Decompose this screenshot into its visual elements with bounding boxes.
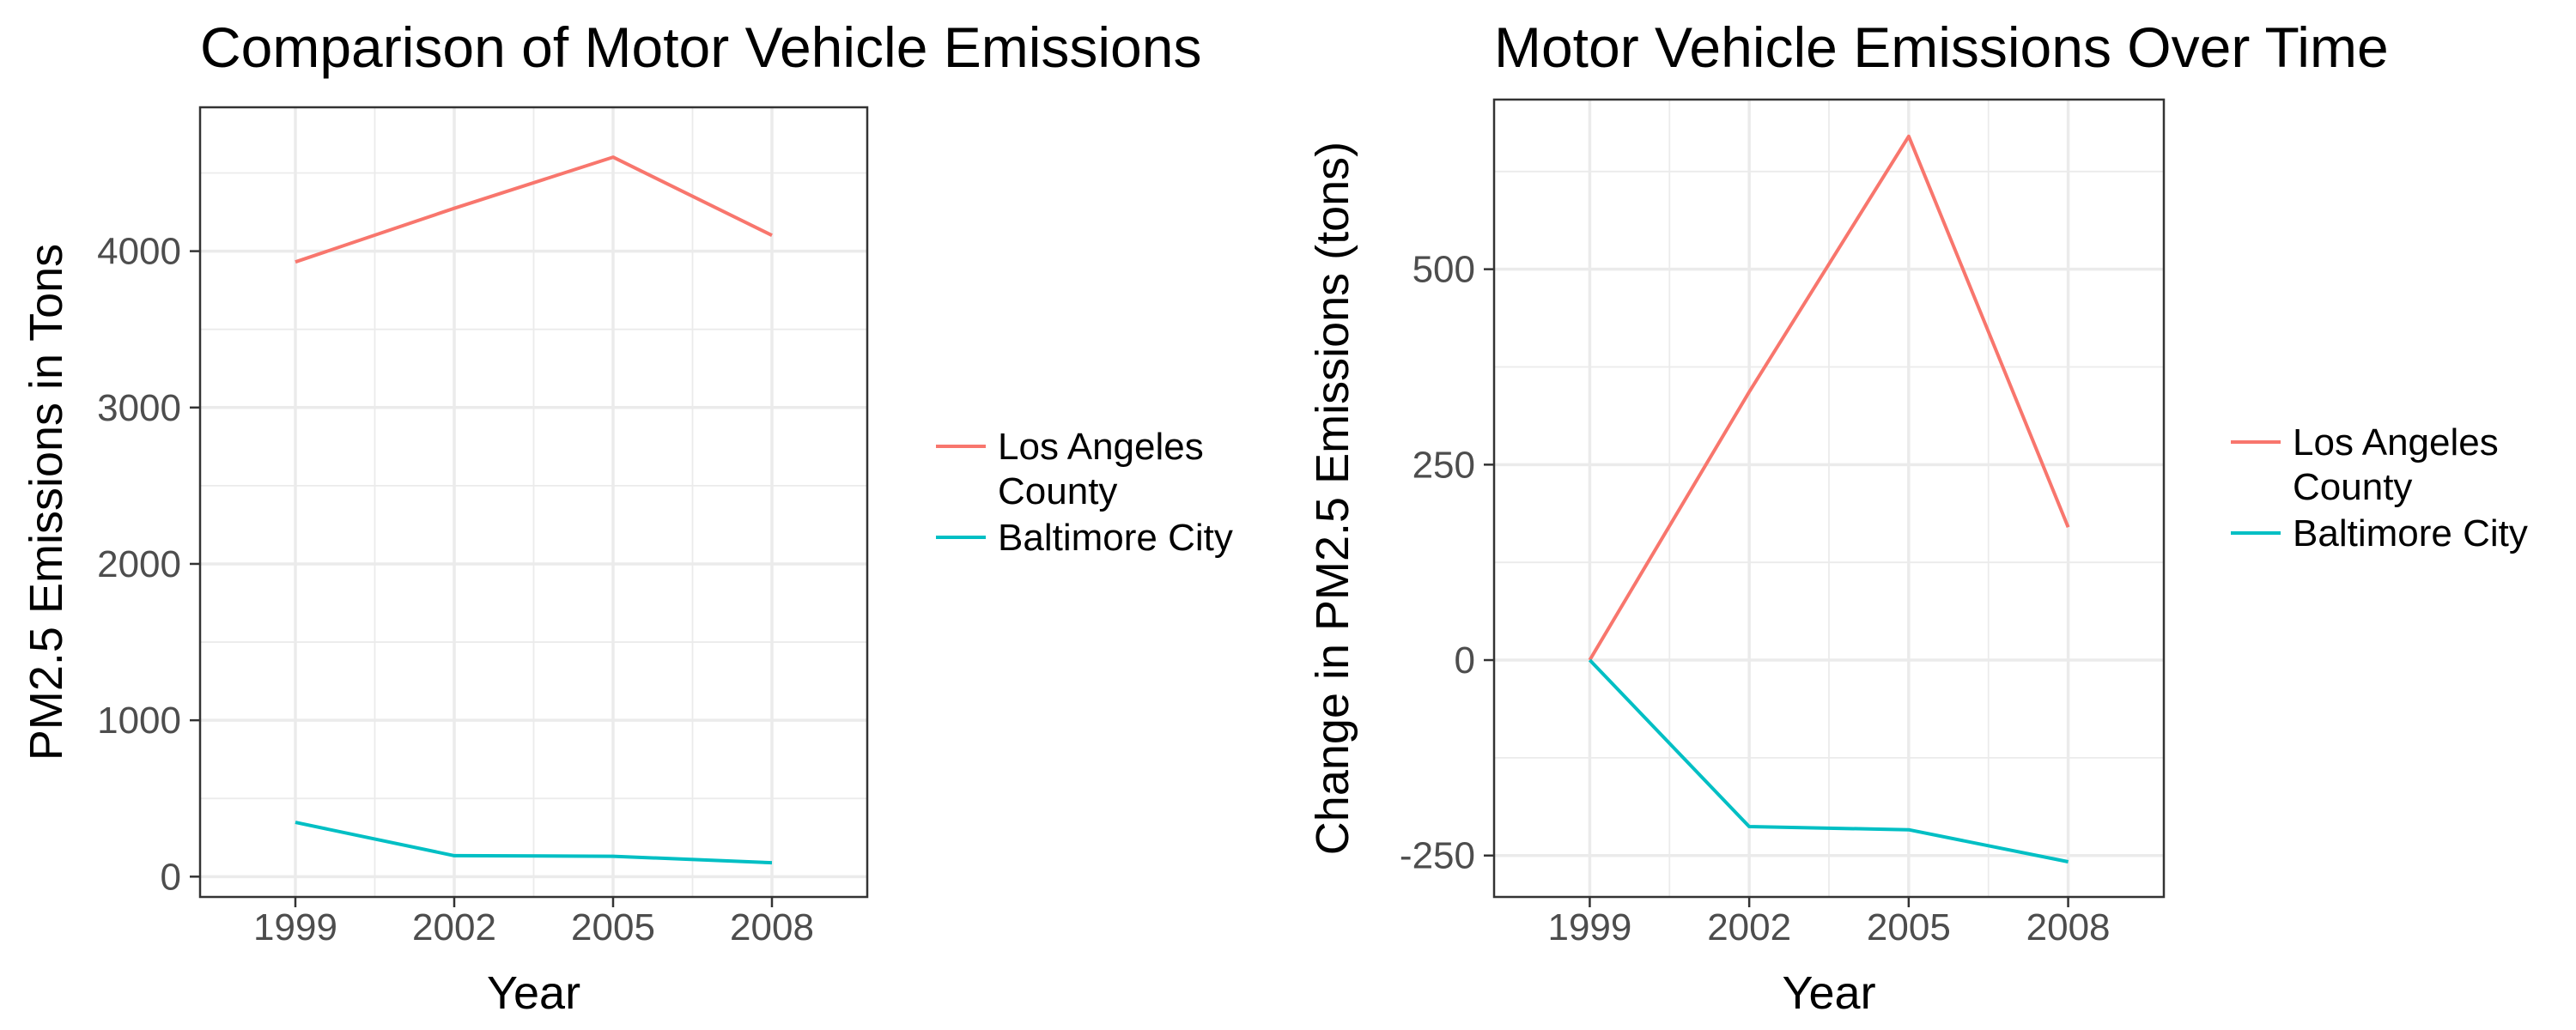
- x-tick-label: 2008: [730, 906, 814, 948]
- series-line-los-angeles: [295, 155, 773, 264]
- series-line-baltimore: [1588, 658, 2069, 863]
- y-tick-label: 3000: [97, 387, 181, 429]
- series-line-los-angeles: [1588, 134, 2070, 662]
- chart-1: Comparison of Motor Vehicle Emissions 0 10…: [21, 15, 1233, 1019]
- legend-label: Baltimore City: [2293, 512, 2528, 554]
- x-tick-label: 2002: [1707, 906, 1791, 948]
- legend-label: Baltimore City: [998, 517, 1233, 559]
- y-tick-label: -250: [1400, 835, 1475, 877]
- y-tick-label: 500: [1413, 249, 1475, 291]
- legend-label: Los Angeles: [2293, 421, 2499, 464]
- x-tick-label: 1999: [253, 906, 337, 948]
- chart-title: Motor Vehicle Emissions Over Time: [1494, 15, 2389, 79]
- plot-panel-border: [198, 106, 869, 899]
- y-axis-title: PM2.5 Emissions in Tons: [21, 244, 72, 760]
- x-tick-label: 1999: [1547, 906, 1631, 948]
- x-axis-title: Year: [487, 967, 580, 1019]
- x-axis-title: Year: [1782, 967, 1875, 1019]
- legend-label: County: [998, 470, 1117, 512]
- legend-label: County: [2293, 466, 2412, 508]
- y-tick-label: 1000: [97, 700, 181, 742]
- chart-title: Comparison of Motor Vehicle Emissions: [200, 15, 1201, 79]
- y-tick-label: 0: [161, 856, 181, 898]
- chart-2: Motor Vehicle Emissions Over Time -250 0 25…: [1307, 15, 2528, 1019]
- x-tick-label: 2008: [2026, 906, 2111, 948]
- y-tick-label: 250: [1413, 444, 1475, 486]
- y-tick-label: 4000: [97, 231, 181, 273]
- plot-panel-border: [1492, 98, 2166, 899]
- series-line-baltimore: [295, 821, 773, 865]
- y-tick-label: 2000: [97, 543, 181, 585]
- x-tick-label: 2002: [412, 906, 496, 948]
- x-tick-label: 2005: [1867, 906, 1951, 948]
- legend-label: Los Angeles: [998, 426, 1204, 468]
- y-tick-label: 0: [1455, 639, 1475, 682]
- x-tick-label: 2005: [571, 906, 655, 948]
- y-axis-title: Change in PM2.5 Emissions (tons): [1307, 142, 1358, 855]
